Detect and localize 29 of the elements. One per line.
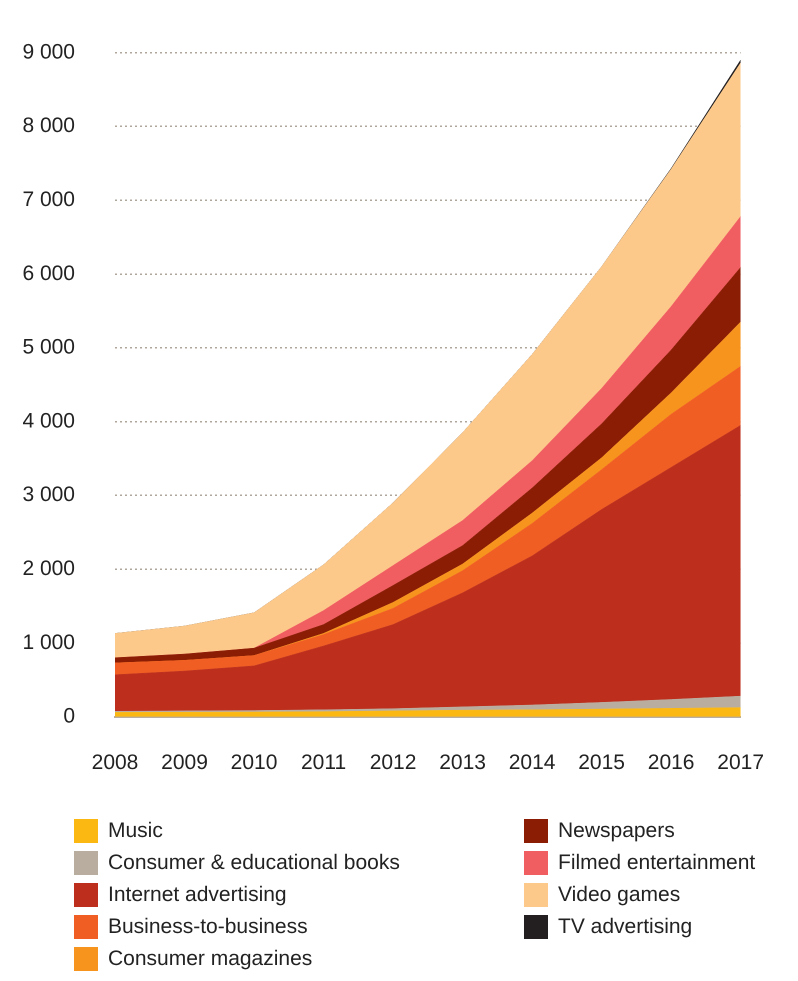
legend-label: TV advertising (558, 915, 692, 939)
legend-label: Consumer magazines (108, 947, 312, 971)
legend-label: Video games (558, 883, 680, 907)
y-tick-label: 9 000 (22, 40, 75, 64)
legend-label: Business-to-business (108, 915, 308, 939)
y-tick-label: 2 000 (22, 556, 75, 580)
y-tick-label: 7 000 (22, 188, 75, 211)
x-tick-label: 2010 (230, 751, 278, 774)
x-tick-label: 2009 (161, 751, 208, 774)
x-tick-label: 2011 (300, 751, 346, 774)
y-tick-label: 0 (63, 704, 75, 728)
y-tick-label: 4 000 (22, 409, 75, 432)
y-tick-label: 6 000 (22, 262, 75, 285)
x-tick-label: 2016 (648, 751, 694, 774)
x-tick-label: 2008 (92, 751, 138, 774)
x-tick-label: 2012 (370, 751, 416, 774)
x-tick-label: 2013 (439, 751, 486, 774)
y-tick-label: 1 000 (22, 630, 75, 654)
legend-label: Consumer & educational books (108, 851, 400, 875)
y-tick-label: 8 000 (22, 114, 75, 138)
x-tick-label: 2017 (717, 751, 764, 774)
legend-label: Newspapers (558, 819, 675, 843)
x-tick-label: 2014 (508, 751, 556, 774)
legend-label: Internet advertising (108, 883, 287, 907)
legend-label: Filmed entertainment (558, 851, 756, 875)
y-tick-label: 5 000 (22, 336, 75, 359)
y-tick-label: 3 000 (22, 483, 75, 506)
x-tick-label: 2015 (578, 751, 625, 774)
legend-label: Music (108, 819, 163, 843)
